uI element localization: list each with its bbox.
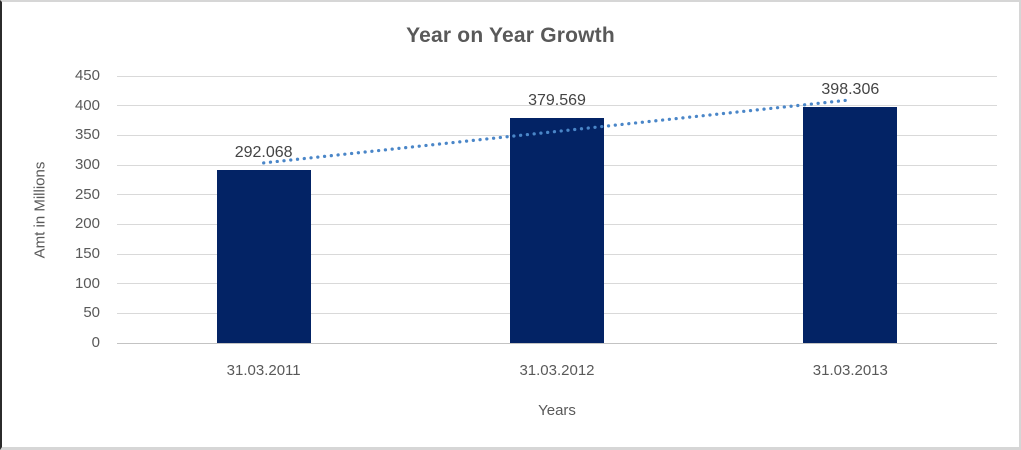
x-axis-line <box>117 342 997 344</box>
y-tick-label: 250 <box>74 185 100 203</box>
bar-31.03.2013 <box>803 106 898 343</box>
y-tick-label: 350 <box>74 126 100 144</box>
gridline <box>117 75 997 77</box>
data-label: 398.306 <box>821 80 880 98</box>
data-label: 292.068 <box>234 143 293 161</box>
bar-31.03.2012 <box>510 117 604 343</box>
chart-title: Year on Year Growth <box>406 24 615 47</box>
y-tick-label: 100 <box>74 274 100 292</box>
x-tick-label: 31.03.2011 <box>226 362 301 379</box>
x-tick-label: 31.03.2012 <box>519 362 595 379</box>
data-label: 379.569 <box>528 91 586 109</box>
y-tick-label: 200 <box>74 215 100 233</box>
bar-31.03.2011 <box>216 169 311 343</box>
y-tick-label: 400 <box>74 96 100 114</box>
y-tick-label: 450 <box>74 67 100 84</box>
y-tick-label: 300 <box>74 156 100 173</box>
plot-area: 292.068 379.569 398.306 <box>117 75 997 344</box>
y-tick-label: 150 <box>74 245 100 262</box>
x-tick-label: 31.03.2013 <box>812 362 888 379</box>
trendline <box>262 98 852 165</box>
x-axis-title: Years <box>538 402 576 419</box>
y-tick-label: 0 <box>91 334 100 351</box>
y-tick-label: 50 <box>83 304 100 322</box>
gridline <box>117 105 997 107</box>
